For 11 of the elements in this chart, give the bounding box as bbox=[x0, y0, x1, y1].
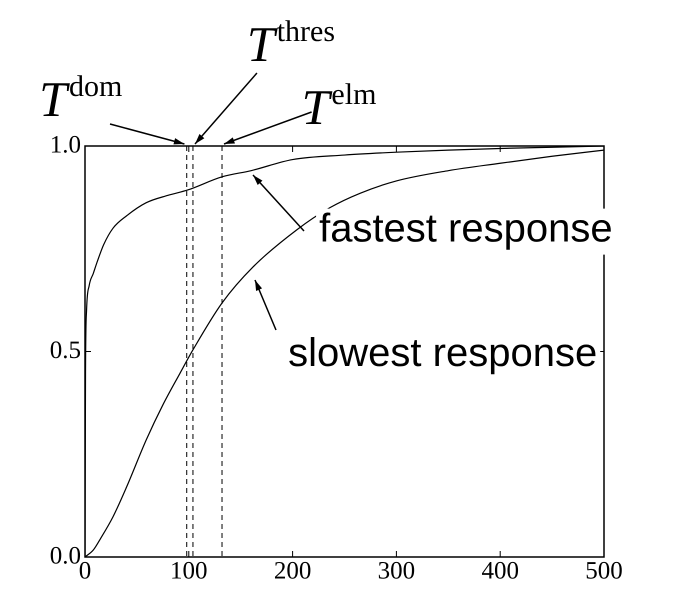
x-tick-label: 200 bbox=[274, 558, 312, 585]
y-tick-label: 1.0 bbox=[50, 132, 81, 159]
legend-label: fastest response bbox=[319, 206, 613, 251]
series-label: slowest response bbox=[288, 330, 598, 375]
y-tick-label: 0.5 bbox=[50, 337, 81, 364]
x-tick-label: 0 bbox=[78, 558, 92, 585]
x-tick-label: 500 bbox=[585, 558, 623, 585]
y-tick-label: 0.0 bbox=[50, 542, 81, 570]
x-tick-label: 400 bbox=[481, 558, 519, 585]
x-tick-label: 100 bbox=[170, 558, 208, 585]
x-tick-label: 300 bbox=[378, 558, 416, 585]
